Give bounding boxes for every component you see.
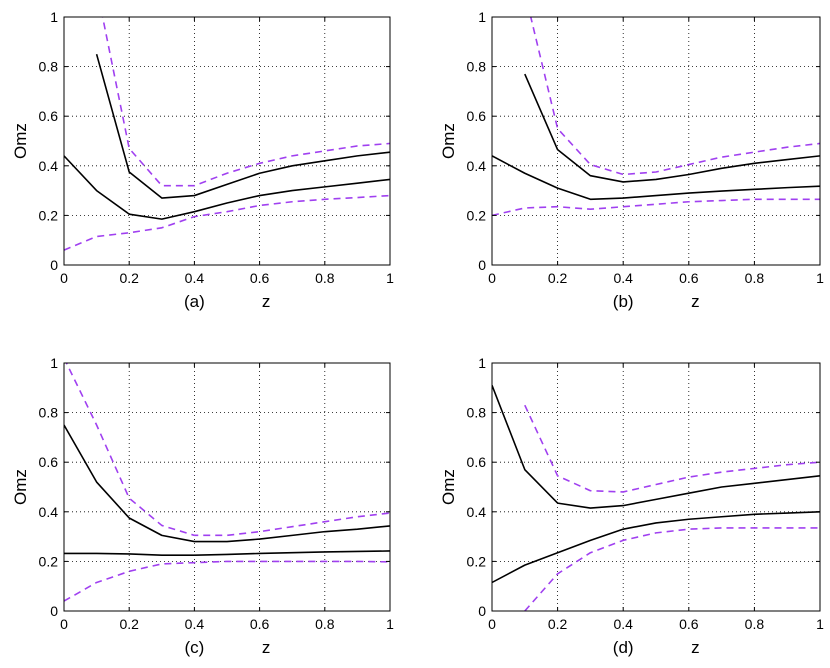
series-group bbox=[64, 363, 390, 602]
panel-0: 0 0.2 0.4 0.6 0.8 1 0 0.2 0.4 0.6 0.8 1 (a) z Omz bbox=[11, 9, 394, 311]
x-tick-label: 0.8 bbox=[745, 616, 765, 632]
axes-box bbox=[63, 16, 391, 266]
x-tick-label: 0.4 bbox=[185, 616, 205, 632]
x-tick-label: 1 bbox=[386, 616, 394, 632]
panel-label: (c) bbox=[184, 638, 204, 657]
y-tick-label: 0.4 bbox=[467, 504, 487, 520]
x-tick-label: 0.6 bbox=[250, 270, 270, 286]
y-tick-label: 0.2 bbox=[39, 207, 59, 223]
x-tick-label: 0.2 bbox=[548, 616, 568, 632]
x-axis-label: z bbox=[691, 292, 700, 311]
y-tick-label: 0.8 bbox=[39, 405, 59, 421]
y-tick-label: 0.6 bbox=[467, 454, 487, 470]
y-tick-label: 0.8 bbox=[467, 405, 487, 421]
y-tick-label: 0.6 bbox=[467, 108, 487, 124]
x-tick-label: 0 bbox=[60, 616, 68, 632]
series-line-lower-estimate bbox=[64, 550, 390, 556]
x-tick-label: 0.4 bbox=[613, 616, 633, 632]
series-group bbox=[492, 17, 820, 217]
axes-box bbox=[491, 362, 821, 612]
y-tick-label: 0.2 bbox=[467, 207, 487, 223]
x-axis-label: z bbox=[262, 292, 271, 311]
y-tick-label: 0.6 bbox=[39, 454, 59, 470]
y-tick-label: 0.4 bbox=[467, 158, 487, 174]
panel-label: (a) bbox=[184, 292, 205, 311]
y-tick-label: 1 bbox=[478, 355, 486, 371]
y-axis-label: Omz bbox=[439, 469, 458, 505]
x-tick-label: 1 bbox=[386, 270, 394, 286]
series-group bbox=[64, 17, 390, 251]
y-axis-label: Omz bbox=[11, 469, 30, 505]
y-tick-label: 0 bbox=[50, 603, 58, 619]
series-line-upper-bound bbox=[65, 363, 390, 537]
panel-3: 0 0.2 0.4 0.6 0.8 1 0 0.2 0.4 0.6 0.8 1 (d) z Omz bbox=[439, 355, 824, 657]
series-line-lower-bound bbox=[524, 527, 820, 611]
panel-label: (d) bbox=[613, 638, 634, 657]
series-line-upper-estimate bbox=[95, 53, 390, 199]
x-tick-label: 0.2 bbox=[119, 270, 139, 286]
y-tick-label: 1 bbox=[478, 9, 486, 25]
x-tick-label: 0 bbox=[488, 270, 496, 286]
y-tick-label: 0.6 bbox=[39, 108, 59, 124]
y-tick-label: 0.8 bbox=[39, 59, 59, 75]
x-tick-label: 0.6 bbox=[679, 270, 699, 286]
x-axis-label: z bbox=[262, 638, 271, 657]
y-axis-label: Omz bbox=[439, 123, 458, 159]
series-line-upper-estimate bbox=[64, 424, 390, 543]
series-group bbox=[492, 385, 820, 611]
x-tick-label: 0.2 bbox=[548, 270, 568, 286]
y-tick-label: 0 bbox=[50, 257, 58, 273]
x-tick-label: 0.4 bbox=[613, 270, 633, 286]
series-line-lower-estimate bbox=[492, 155, 820, 201]
series-line-upper-bound bbox=[524, 404, 820, 493]
y-axis-label: Omz bbox=[11, 123, 30, 159]
x-tick-label: 0 bbox=[60, 270, 68, 286]
y-tick-label: 0.4 bbox=[39, 504, 59, 520]
series-line-upper-bound bbox=[529, 17, 820, 176]
y-tick-label: 1 bbox=[50, 355, 58, 371]
x-tick-label: 0.6 bbox=[679, 616, 699, 632]
axes-box bbox=[63, 362, 391, 612]
series-line-lower-estimate bbox=[64, 155, 390, 220]
y-tick-label: 0 bbox=[478, 603, 486, 619]
y-tick-label: 0.8 bbox=[467, 59, 487, 75]
x-tick-label: 0.8 bbox=[315, 270, 335, 286]
x-tick-label: 0.8 bbox=[315, 616, 335, 632]
series-line-upper-bound bbox=[101, 17, 390, 187]
x-tick-label: 0.2 bbox=[119, 616, 139, 632]
y-tick-label: 0.2 bbox=[467, 553, 487, 569]
series-line-upper-estimate bbox=[492, 385, 820, 509]
x-tick-label: 0.6 bbox=[250, 616, 270, 632]
series-line-lower-bound bbox=[64, 560, 390, 602]
series-line-lower-bound bbox=[64, 194, 390, 251]
x-tick-label: 1 bbox=[816, 616, 824, 632]
x-tick-label: 1 bbox=[816, 270, 824, 286]
x-tick-label: 0.4 bbox=[185, 270, 205, 286]
panel-2: 0 0.2 0.4 0.6 0.8 1 0 0.2 0.4 0.6 0.8 1 (c) z Omz bbox=[11, 355, 394, 657]
y-tick-label: 1 bbox=[50, 9, 58, 25]
series-line-upper-estimate bbox=[524, 73, 820, 183]
x-tick-label: 0.8 bbox=[745, 270, 765, 286]
y-tick-label: 0.4 bbox=[39, 158, 59, 174]
axes-box bbox=[491, 16, 821, 266]
x-axis-label: z bbox=[691, 638, 700, 657]
y-tick-label: 0.2 bbox=[39, 553, 59, 569]
series-line-lower-estimate bbox=[492, 511, 820, 584]
panel-label: (b) bbox=[613, 292, 634, 311]
panel-1: 0 0.2 0.4 0.6 0.8 1 0 0.2 0.4 0.6 0.8 1 (b) z Omz bbox=[439, 9, 824, 311]
series-line-lower-bound bbox=[492, 198, 820, 217]
x-tick-label: 0 bbox=[488, 616, 496, 632]
y-tick-label: 0 bbox=[478, 257, 486, 273]
